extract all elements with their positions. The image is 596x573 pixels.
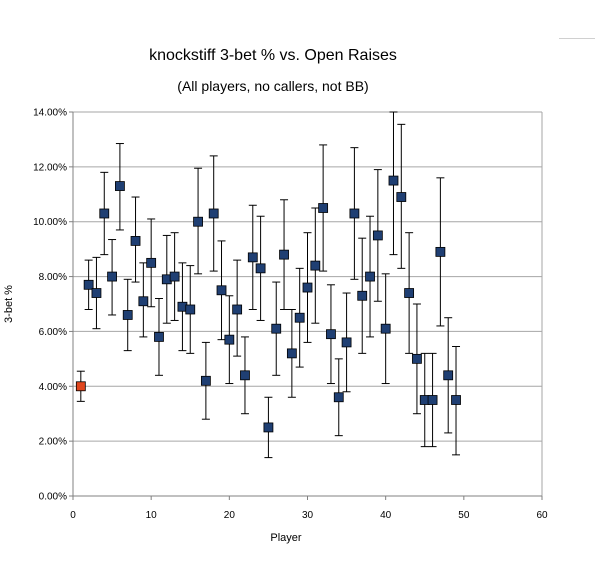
data-point [357, 290, 368, 301]
data-point [326, 329, 336, 340]
data-point [263, 422, 274, 433]
data-point [91, 288, 102, 298]
data-point [107, 271, 117, 282]
y-tick-label: 6.00% [39, 327, 67, 338]
x-tick-label: 10 [146, 510, 158, 521]
highlight-point [75, 381, 86, 392]
y-tick-label: 12.00% [33, 162, 67, 173]
x-tick-label: 40 [380, 510, 392, 521]
data-point [349, 208, 360, 219]
y-tick-label: 0.00% [39, 492, 67, 503]
data-point [216, 285, 227, 296]
y-tick-label: 8.00% [39, 272, 67, 283]
data-point [154, 332, 164, 342]
data-points [75, 111, 461, 459]
x-tick-label: 20 [224, 510, 236, 521]
data-point [247, 252, 258, 263]
data-point [200, 375, 211, 386]
y-tick-label: 4.00% [39, 382, 67, 393]
x-tick-label: 50 [458, 510, 470, 521]
y-tick-label: 14.00% [33, 108, 67, 119]
data-point [412, 353, 422, 364]
data-point [318, 203, 329, 213]
corner-divider [559, 38, 595, 39]
data-point [372, 230, 383, 241]
data-point [83, 279, 94, 290]
data-point [271, 323, 282, 334]
data-point [380, 323, 391, 334]
y-tick-label: 10.00% [33, 217, 67, 228]
data-point [435, 246, 446, 257]
data-point [193, 216, 203, 227]
data-point [130, 236, 141, 246]
data-point [365, 271, 375, 282]
data-point [427, 395, 438, 405]
data-point [169, 271, 180, 282]
data-point [333, 392, 344, 403]
data-point [404, 288, 415, 298]
tick-labels: 0.00% 2.00% 4.00% 6.00% 8.00% 10.00% 12.00% 14.… [33, 108, 548, 522]
data-point [310, 260, 321, 271]
data-point [185, 304, 196, 315]
data-point [341, 337, 352, 348]
data-point [294, 312, 305, 323]
x-tick-label: 30 [302, 510, 314, 521]
data-point [240, 370, 250, 381]
data-point [99, 208, 110, 219]
data-point [138, 296, 149, 307]
data-point [286, 348, 297, 359]
y-axis-label: 3-bet % [3, 285, 15, 323]
data-point [388, 175, 399, 186]
x-tick-label: 60 [536, 510, 548, 521]
data-point [302, 282, 313, 293]
x-tick-label: 0 [70, 510, 76, 521]
data-point [232, 304, 243, 315]
data-point [122, 310, 133, 320]
data-point [451, 395, 461, 405]
data-point [279, 249, 289, 260]
data-point [224, 334, 235, 345]
data-point [208, 208, 219, 219]
data-point [396, 192, 407, 202]
x-axis-label: Player [270, 532, 302, 544]
data-point [443, 370, 454, 381]
y-tick-label: 2.00% [39, 437, 67, 448]
data-point [146, 257, 157, 268]
data-point [255, 263, 266, 274]
chart-title: knockstiff 3-bet % vs. Open Raises [149, 47, 397, 64]
data-point [115, 181, 125, 191]
chart-subtitle: (All players, no callers, not BB) [177, 78, 369, 94]
